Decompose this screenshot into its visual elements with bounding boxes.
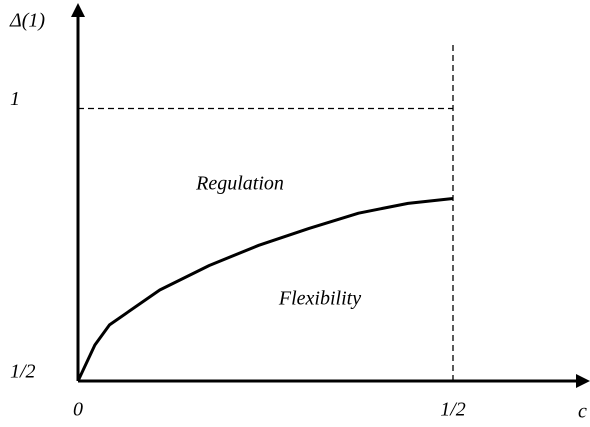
y-tick-label: 1/2 (10, 361, 36, 383)
x-tick-label: 0 (73, 399, 83, 421)
curve (76, 196, 454, 382)
x-axis-label: c (578, 401, 587, 423)
region-label: Regulation (195, 173, 284, 195)
x-tick-label: 1/2 (440, 399, 466, 421)
region-label: Flexibility (278, 288, 361, 310)
y-axis-label: Δ(1) (9, 10, 45, 32)
x-axis-arrow (576, 374, 590, 388)
y-axis-arrow (71, 3, 85, 17)
y-tick-label: 1 (10, 88, 20, 110)
